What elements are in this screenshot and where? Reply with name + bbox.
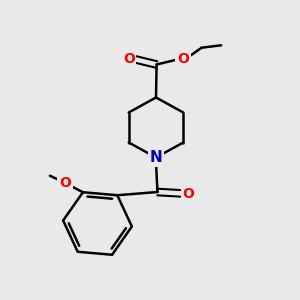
Text: O: O: [177, 52, 189, 65]
Text: O: O: [182, 187, 194, 200]
Text: O: O: [123, 52, 135, 65]
Text: N: N: [150, 150, 162, 165]
Text: O: O: [59, 176, 71, 190]
